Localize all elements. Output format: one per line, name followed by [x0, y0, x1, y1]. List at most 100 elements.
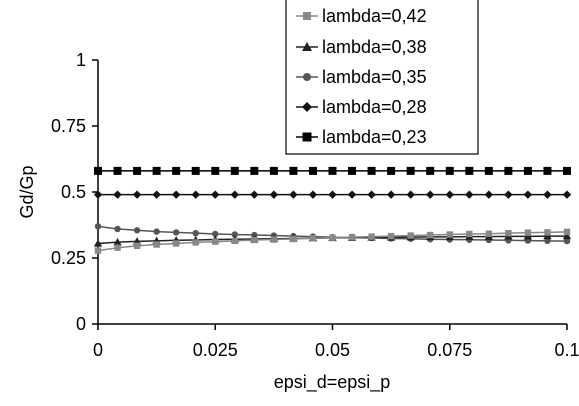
data-point	[192, 229, 199, 237]
data-point	[407, 232, 414, 239]
data-point	[465, 190, 474, 199]
data-point	[250, 166, 259, 175]
data-point	[505, 229, 512, 237]
data-point	[308, 166, 317, 175]
x-tick-label: 0.075	[427, 340, 472, 360]
y-tick-label: 0.5	[61, 182, 86, 202]
data-point	[562, 231, 572, 240]
data-point	[543, 166, 552, 175]
data-point	[212, 238, 219, 245]
series-lambda=0,23	[94, 166, 571, 175]
y-tick-label: 0	[76, 314, 86, 334]
data-point	[387, 232, 395, 240]
data-point	[309, 235, 317, 242]
data-point	[133, 242, 141, 250]
data-point	[172, 166, 181, 175]
legend-label: lambda=0,35	[322, 67, 427, 87]
legend-label: lambda=0,42	[322, 6, 427, 26]
data-point	[290, 235, 297, 243]
data-point	[348, 233, 356, 241]
data-point	[466, 230, 473, 238]
data-point	[308, 190, 318, 199]
data-point	[93, 190, 103, 199]
legend-label: lambda=0,38	[322, 37, 427, 57]
data-point	[446, 231, 453, 238]
data-point	[524, 229, 532, 236]
x-axis-ticks: 0 0.025 0.05 0.075 0.1	[93, 324, 579, 360]
data-point	[367, 166, 376, 175]
data-point	[289, 166, 298, 175]
data-point	[347, 190, 357, 199]
series-lambda=0,28	[93, 190, 572, 199]
data-point	[191, 166, 200, 175]
data-point	[328, 190, 337, 199]
data-point	[504, 190, 513, 199]
data-point	[230, 166, 239, 175]
data-point	[289, 190, 298, 199]
data-point	[270, 236, 278, 243]
x-tick-label: 0.05	[315, 340, 350, 360]
data-point	[251, 236, 258, 244]
data-point	[113, 237, 122, 246]
legend-item: lambda=0,42	[296, 6, 427, 26]
legend-item: lambda=0,28	[296, 97, 427, 117]
x-tick-label: 0	[93, 340, 103, 360]
data-point	[113, 190, 122, 199]
data-point	[152, 166, 161, 175]
y-axis-title: Gd/Gp	[17, 165, 37, 218]
data-point	[114, 225, 121, 233]
data-point	[231, 237, 238, 245]
x-tick-label: 0.1	[554, 340, 579, 360]
data-point	[328, 166, 337, 175]
y-axis-ticks: 0 0.25 0.5 0.75 1	[51, 50, 98, 334]
data-point	[562, 190, 572, 199]
data-point	[563, 228, 571, 236]
legend-marker	[303, 73, 311, 81]
data-point	[152, 190, 161, 199]
series-lambda=0,42	[94, 228, 571, 254]
data-point	[211, 166, 220, 175]
data-point	[269, 190, 279, 199]
data-point	[406, 190, 415, 199]
data-point	[426, 190, 435, 199]
legend-marker	[303, 12, 311, 20]
legend-marker	[302, 132, 312, 142]
legend-item: lambda=0,23	[296, 127, 427, 147]
data-point	[563, 166, 571, 175]
data-point	[172, 240, 180, 247]
data-point	[153, 241, 160, 248]
data-point	[465, 166, 474, 175]
legend-label: lambda=0,28	[322, 97, 427, 117]
legend-marker	[302, 42, 312, 51]
data-point	[484, 190, 494, 199]
data-point	[191, 190, 200, 199]
data-point	[133, 166, 142, 175]
y-tick-label: 1	[76, 50, 86, 70]
data-point	[426, 166, 435, 175]
data-point	[504, 166, 513, 175]
data-point	[484, 166, 493, 175]
data-point	[406, 166, 415, 175]
data-point	[367, 190, 376, 199]
legend: lambda=0,42 lambda=0,38 lambda=0,35 lambda=…	[285, 0, 479, 155]
legend-item: lambda=0,38	[296, 37, 427, 57]
data-point	[153, 228, 160, 235]
data-point	[93, 239, 103, 247]
data-point	[368, 233, 375, 240]
data-point	[348, 166, 357, 175]
data-point	[386, 190, 396, 199]
data-point	[113, 166, 122, 175]
data-point	[445, 166, 454, 175]
data-point	[544, 229, 551, 236]
legend-item: lambda=0,35	[296, 67, 427, 87]
data-point	[563, 237, 571, 245]
data-point	[94, 247, 102, 254]
y-tick-label: 0.25	[51, 248, 86, 268]
data-point	[445, 190, 454, 199]
legend-marker	[302, 102, 312, 112]
data-point	[171, 190, 181, 199]
data-point	[250, 190, 259, 199]
x-axis-title: epsi_d=epsi_p	[274, 372, 391, 393]
data-point	[211, 190, 220, 199]
data-point	[132, 190, 142, 199]
